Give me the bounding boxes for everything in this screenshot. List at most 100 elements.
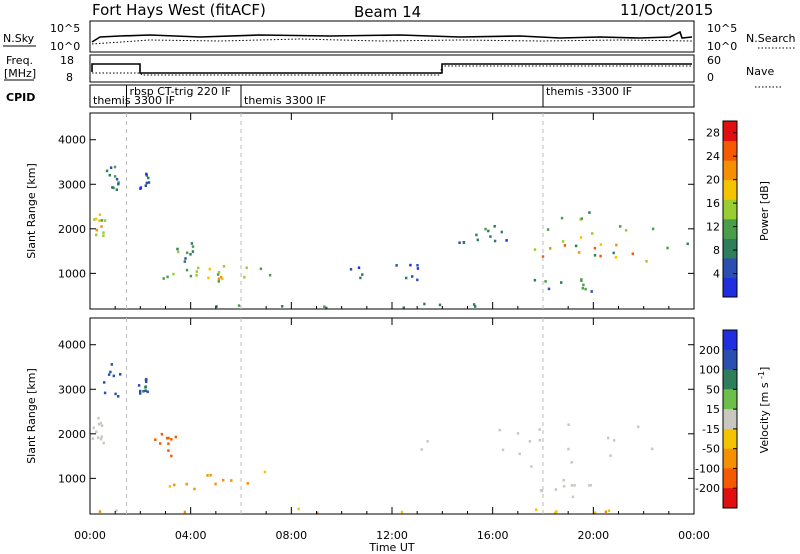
freq-left-tick-top: 18 (60, 54, 74, 67)
power-cell (195, 270, 198, 273)
velocity-colorbar-label-exponent: -1 (757, 371, 766, 379)
power-cell (268, 273, 272, 277)
power-y-axis-label: Slant Range [km] (25, 163, 38, 259)
power-colorbar-segment (723, 121, 737, 142)
noise-right-tick-bottom: 10^0 (707, 40, 737, 53)
power-cell (579, 236, 583, 239)
power-y-tick-label: 3000 (58, 178, 86, 191)
power-colorbar-tick-label: 4 (713, 268, 720, 281)
power-cell (349, 268, 353, 271)
velocity-colorbar-tick-label: -15 (702, 423, 720, 436)
power-cell (147, 181, 151, 184)
vel-cell (400, 510, 404, 514)
power-cell (357, 266, 361, 269)
power-y-tick-label: 1000 (58, 267, 86, 280)
power-cell (184, 257, 187, 260)
power-cell (560, 216, 564, 220)
power-cell (590, 290, 593, 293)
power-cell (113, 165, 117, 169)
vel-cell (137, 384, 141, 387)
power-cell (472, 303, 476, 306)
vel-cell (206, 474, 209, 477)
freq-right-tick-bottom: 0 (707, 71, 714, 84)
vel-cell (159, 442, 162, 445)
vel-cell (530, 465, 533, 468)
power-cell (117, 182, 120, 186)
power-cell (139, 186, 143, 189)
power-colorbar-tick-label: 28 (706, 127, 720, 140)
velocity-panel-frame (89, 317, 695, 515)
power-cell (207, 276, 210, 280)
vel-cell (573, 484, 576, 487)
power-cell (112, 186, 115, 190)
vel-cell (588, 484, 591, 487)
power-dashed-lines (125, 113, 544, 309)
power-cell (686, 242, 689, 246)
freq-right-tick-top: 60 (707, 54, 721, 67)
power-colorbar-segment (723, 160, 737, 181)
vel-cell (107, 373, 111, 376)
power-cell (395, 264, 398, 267)
freq-panel-frame (89, 54, 695, 83)
vel-cell (114, 392, 117, 396)
vel-cell (554, 488, 558, 491)
velocity-dashed-lines (125, 318, 544, 514)
power-cell (475, 233, 478, 237)
power-cell (560, 281, 563, 284)
vel-cell (263, 470, 267, 474)
power-cell (95, 233, 98, 237)
velocity-colorbar-segment (723, 330, 737, 351)
vel-cell (555, 510, 558, 513)
power-colorbar-segment (723, 179, 737, 200)
power-cell (577, 251, 581, 254)
power-cell (484, 227, 487, 231)
velocity-colorbar-segment (723, 428, 737, 450)
noise-right-label: N.Search (746, 32, 796, 45)
power-cell (591, 232, 594, 235)
noise-left-label: N.Sky (3, 32, 35, 45)
x-tick-label: 08:00 (275, 529, 307, 542)
vel-cell (170, 438, 173, 441)
power-cell (493, 225, 496, 228)
power-cell (95, 217, 98, 221)
power-cell (666, 246, 669, 250)
vel-cell (193, 487, 196, 491)
noise-search-trace (91, 38, 693, 45)
vel-cell (562, 478, 565, 482)
vel-cell (539, 489, 543, 492)
vel-cell (562, 485, 566, 488)
power-cell (574, 244, 578, 248)
power-cell (95, 228, 98, 232)
power-cell (462, 241, 466, 244)
power-cell (438, 303, 442, 307)
velocity-colorbar-segment (723, 349, 737, 371)
power-cell (216, 273, 220, 276)
power-cell (416, 264, 419, 267)
velocity-y-axis-label: Slant Range [km] (25, 368, 38, 464)
velocity-colorbar-segment (723, 389, 737, 410)
velocity-y-ticks: 1000 2000 3000 4000 (58, 339, 694, 485)
vel-cell (607, 436, 610, 440)
power-colorbar-tick-label: 20 (706, 174, 720, 187)
vel-cell (518, 452, 521, 456)
vel-cell (498, 428, 501, 432)
power-cell (584, 287, 587, 291)
power-cell (533, 248, 537, 251)
vel-cell (183, 510, 187, 514)
power-cell (458, 241, 461, 244)
vel-cell (92, 426, 95, 430)
power-colorbar-segment (723, 257, 737, 278)
power-colorbar-tick-label: 8 (713, 244, 720, 257)
power-cell (581, 286, 584, 290)
power-cell (323, 305, 326, 308)
vel-cell (174, 435, 177, 439)
vel-cell (98, 510, 102, 513)
velocity-colorbar-label: Velocity [m s -1] (757, 367, 771, 454)
vel-cell (115, 509, 118, 512)
freq-panel: Freq. [MHz] 18 8 60 0 Nave (4, 54, 782, 88)
noise-left-tick-bottom: 10^0 (50, 40, 80, 53)
power-cell (108, 173, 111, 177)
power-cell (612, 251, 615, 255)
velocity-x-ticks (89, 318, 695, 514)
power-cell (405, 276, 408, 280)
